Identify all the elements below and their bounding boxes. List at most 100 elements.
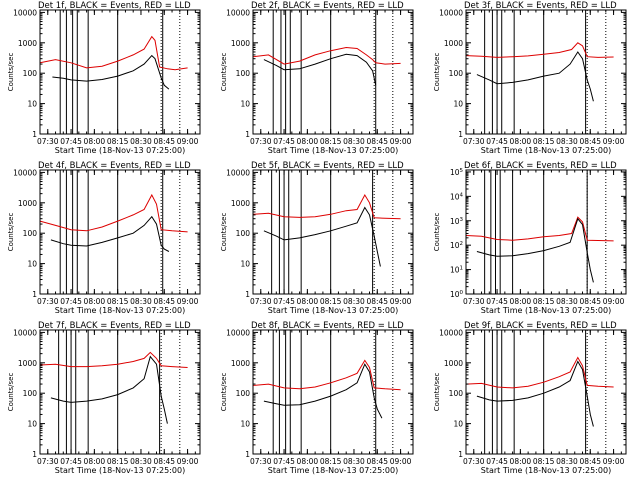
panel-det-5: Det 5f, BLACK = Events, RED = LLD 1 10 100 1… xyxy=(220,161,414,315)
x-tick-label: 07:30 xyxy=(250,137,272,146)
plot-frame xyxy=(39,169,201,295)
series-events xyxy=(52,54,170,90)
series-events xyxy=(476,51,594,102)
y-axis-label: Counts/sec xyxy=(7,53,15,92)
y-tick-exponent: 1 xyxy=(460,266,464,272)
x-tick-label: 08:45 xyxy=(579,457,601,466)
series-events xyxy=(263,206,381,267)
plot-frame xyxy=(252,9,414,135)
y-tick-label: 10000 xyxy=(439,8,463,17)
x-tick-label: 08:00 xyxy=(84,137,106,146)
x-tick-label: 09:00 xyxy=(177,457,199,466)
y-axis-label: Counts/sec xyxy=(433,213,441,252)
plot-frame xyxy=(465,169,627,295)
x-tick-label: 07:30 xyxy=(250,457,272,466)
series-lld xyxy=(465,42,614,58)
panel-title: Det 5f, BLACK = Events, RED = LLD xyxy=(251,161,404,171)
y-tick-label: 1000 xyxy=(18,199,37,208)
y-tick-label: 1000 xyxy=(18,359,37,368)
x-axis-label: Start Time (18-Nov-13 07:25:00) xyxy=(55,466,185,475)
y-tick-label: 100 xyxy=(236,229,251,238)
series-events xyxy=(476,360,594,427)
y-tick-label: 100 xyxy=(23,229,38,238)
y-tick-label: 10 xyxy=(453,420,463,429)
y-tick-label: 1 xyxy=(245,450,250,459)
y-tick-label: 101 xyxy=(450,266,463,275)
y-axis-label: Counts/sec xyxy=(220,53,228,92)
x-axis-label: Start Time (18-Nov-13 07:25:00) xyxy=(268,146,398,155)
x-tick-label: 07:45 xyxy=(486,457,508,466)
series-events xyxy=(263,363,383,419)
panel-title: Det 7f, BLACK = Events, RED = LLD xyxy=(38,321,191,331)
panel-det-3: Det 3f, BLACK = Events, RED = LLD 1 10 100 1… xyxy=(433,1,627,155)
x-tick-label: 08:45 xyxy=(153,457,175,466)
x-tick-label: 09:00 xyxy=(177,297,199,306)
x-tick-label: 08:00 xyxy=(84,297,106,306)
x-tick-label: 08:45 xyxy=(579,137,601,146)
x-tick-label: 09:00 xyxy=(390,137,412,146)
y-tick-label: 100 xyxy=(236,389,251,398)
y-tick-label: 1000 xyxy=(231,199,250,208)
plot-frame xyxy=(39,9,201,135)
y-tick-label: 10000 xyxy=(13,168,37,177)
x-tick-label: 08:00 xyxy=(297,137,319,146)
y-tick-exponent: 4 xyxy=(460,192,464,198)
x-tick-label: 08:15 xyxy=(320,457,342,466)
x-tick-label: 07:30 xyxy=(463,137,485,146)
panel-title: Det 3f, BLACK = Events, RED = LLD xyxy=(464,1,617,11)
x-tick-label: 07:45 xyxy=(273,137,295,146)
x-tick-label: 08:00 xyxy=(510,297,532,306)
panel-title: Det 4f, BLACK = Events, RED = LLD xyxy=(38,161,191,171)
x-tick-label: 08:15 xyxy=(107,457,129,466)
series-events xyxy=(476,217,594,283)
y-tick-label: 103 xyxy=(450,217,464,226)
x-tick-label: 08:00 xyxy=(510,137,532,146)
x-tick-label: 07:45 xyxy=(60,297,82,306)
y-tick-label: 1 xyxy=(245,290,250,299)
plot-frame xyxy=(252,169,414,295)
y-tick-label: 10 xyxy=(240,260,250,269)
plot-frame xyxy=(465,329,627,455)
panel-det-4: Det 4f, BLACK = Events, RED = LLD 1 10 100 1… xyxy=(7,161,201,315)
panel-det-9: Det 9f, BLACK = Events, RED = LLD 1 10 100 1… xyxy=(433,321,627,475)
x-tick-label: 08:00 xyxy=(297,457,319,466)
series-lld xyxy=(252,46,401,65)
panel-det-7: Det 7f, BLACK = Events, RED = LLD 1 10 100 1… xyxy=(7,321,201,475)
x-tick-label: 07:45 xyxy=(486,297,508,306)
x-tick-label: 08:45 xyxy=(366,457,388,466)
y-tick-label: 10000 xyxy=(226,168,250,177)
plot-frame xyxy=(252,329,414,455)
x-tick-label: 08:00 xyxy=(297,297,319,306)
x-tick-label: 07:45 xyxy=(273,457,295,466)
x-tick-label: 08:30 xyxy=(556,457,578,466)
y-tick-label: 10 xyxy=(240,420,250,429)
y-tick-label: 1 xyxy=(245,130,250,139)
series-lld xyxy=(39,35,188,71)
y-tick-exponent: 3 xyxy=(460,217,464,223)
x-tick-label: 08:30 xyxy=(130,297,152,306)
y-tick-label: 1000 xyxy=(231,359,250,368)
y-tick-label: 10000 xyxy=(439,328,463,337)
x-tick-label: 08:45 xyxy=(366,137,388,146)
x-tick-label: 08:15 xyxy=(320,137,342,146)
y-tick-label: 10 xyxy=(27,100,37,109)
plot-frame xyxy=(39,329,201,455)
y-tick-label: 10000 xyxy=(13,8,37,17)
y-tick-label: 102 xyxy=(450,241,463,250)
y-tick-label: 100 xyxy=(450,290,464,299)
x-axis-label: Start Time (18-Nov-13 07:25:00) xyxy=(481,146,611,155)
x-tick-label: 08:45 xyxy=(579,297,601,306)
y-tick-label: 100 xyxy=(449,69,464,78)
y-tick-label: 10000 xyxy=(226,328,250,337)
y-tick-label: 10000 xyxy=(226,8,250,17)
y-tick-label: 1 xyxy=(32,130,37,139)
x-tick-label: 08:45 xyxy=(153,297,175,306)
y-tick-label: 100 xyxy=(449,389,464,398)
x-tick-label: 08:45 xyxy=(366,297,388,306)
y-tick-exponent: 2 xyxy=(460,241,464,247)
y-axis-label: Counts/sec xyxy=(7,373,15,412)
series-lld xyxy=(252,359,401,391)
x-axis-label: Start Time (18-Nov-13 07:25:00) xyxy=(481,466,611,475)
x-tick-label: 07:45 xyxy=(60,457,82,466)
x-tick-label: 07:30 xyxy=(463,457,485,466)
